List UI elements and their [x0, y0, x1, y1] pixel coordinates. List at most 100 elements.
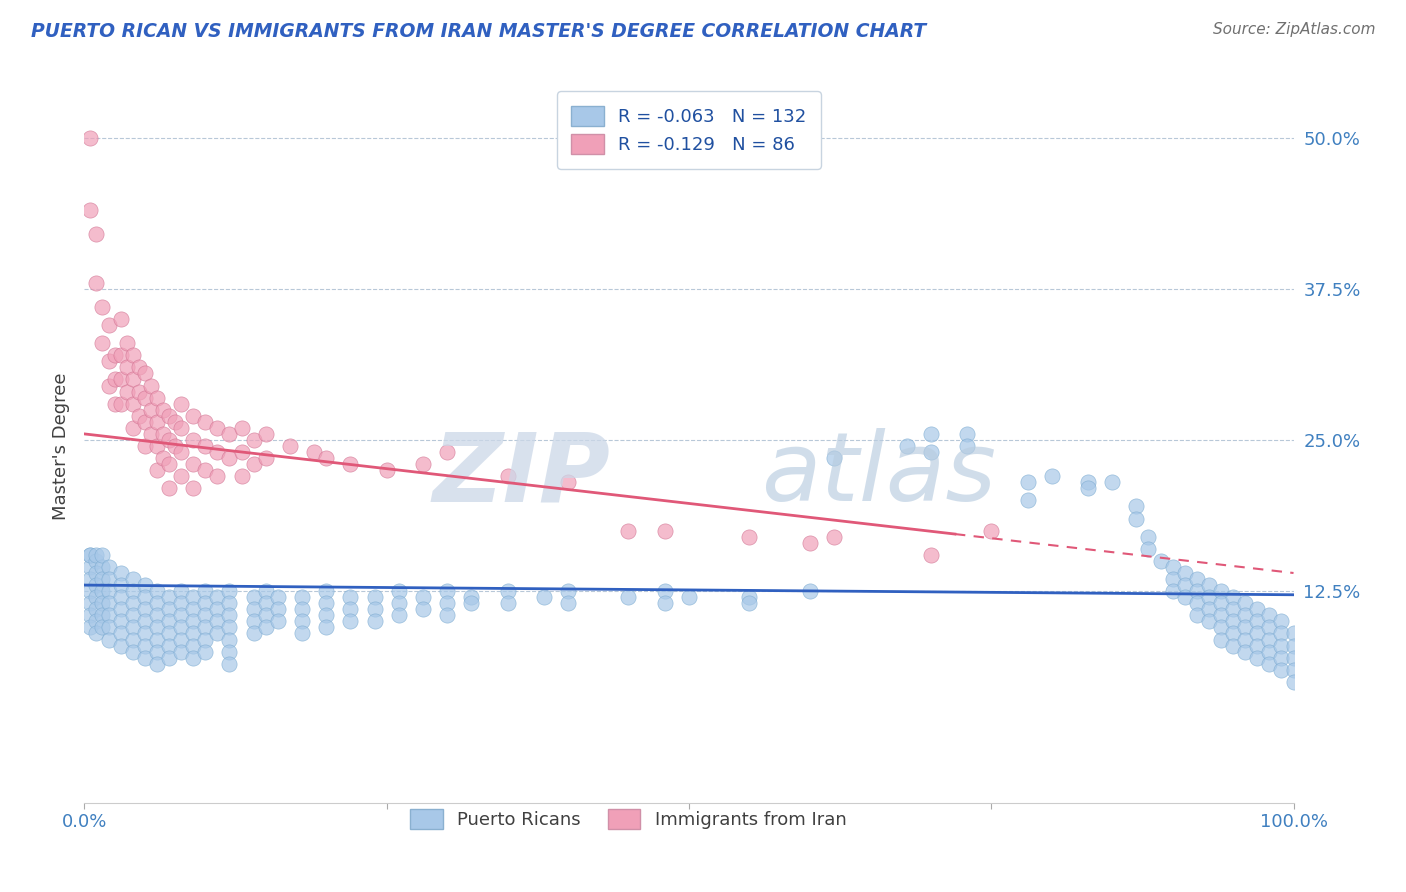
Point	[231, 469, 253, 483]
Point	[146, 415, 169, 429]
Point	[1258, 657, 1281, 671]
Point	[207, 421, 229, 435]
Point	[339, 602, 361, 616]
Point	[110, 566, 132, 580]
Point	[363, 615, 385, 629]
Point	[207, 445, 229, 459]
Point	[146, 620, 169, 634]
Point	[1282, 663, 1305, 677]
Point	[134, 367, 156, 381]
Point	[218, 426, 240, 441]
Point	[1282, 650, 1305, 665]
Point	[896, 439, 918, 453]
Point	[339, 457, 361, 471]
Point	[1198, 615, 1220, 629]
Point	[436, 584, 458, 599]
Point	[121, 620, 143, 634]
Point	[79, 572, 101, 586]
Text: atlas: atlas	[762, 428, 997, 521]
Point	[97, 318, 120, 332]
Point	[1185, 596, 1208, 610]
Point	[1222, 615, 1244, 629]
Point	[181, 639, 204, 653]
Point	[267, 615, 290, 629]
Point	[181, 650, 204, 665]
Point	[104, 348, 127, 362]
Point	[1101, 475, 1123, 490]
Point	[152, 426, 174, 441]
Point	[496, 584, 519, 599]
Point	[86, 554, 108, 568]
Point	[139, 426, 162, 441]
Point	[146, 657, 169, 671]
Point	[1270, 650, 1292, 665]
Point	[956, 426, 979, 441]
Point	[146, 439, 169, 453]
Point	[194, 463, 217, 477]
Point	[315, 451, 337, 466]
Point	[207, 615, 229, 629]
Point	[181, 626, 204, 640]
Point	[1174, 578, 1197, 592]
Point	[194, 415, 217, 429]
Point	[146, 584, 169, 599]
Point	[218, 645, 240, 659]
Point	[1270, 615, 1292, 629]
Point	[1222, 602, 1244, 616]
Point	[104, 372, 127, 386]
Point	[242, 457, 264, 471]
Point	[134, 578, 156, 592]
Point	[207, 590, 229, 604]
Point	[134, 626, 156, 640]
Point	[170, 421, 193, 435]
Point	[254, 426, 277, 441]
Point	[1161, 560, 1184, 574]
Point	[181, 409, 204, 423]
Point	[1137, 530, 1160, 544]
Point	[242, 602, 264, 616]
Point	[1234, 620, 1257, 634]
Point	[91, 336, 114, 351]
Point	[1246, 602, 1268, 616]
Point	[128, 409, 150, 423]
Point	[110, 348, 132, 362]
Point	[363, 590, 385, 604]
Point	[1125, 500, 1147, 514]
Point	[920, 426, 942, 441]
Point	[1017, 493, 1039, 508]
Point	[678, 590, 700, 604]
Point	[79, 608, 101, 623]
Point	[1234, 632, 1257, 647]
Point	[242, 615, 264, 629]
Point	[152, 402, 174, 417]
Point	[1246, 650, 1268, 665]
Point	[146, 608, 169, 623]
Point	[1161, 572, 1184, 586]
Point	[181, 481, 204, 495]
Point	[617, 590, 640, 604]
Point	[97, 572, 120, 586]
Point	[738, 596, 761, 610]
Point	[86, 615, 108, 629]
Point	[254, 596, 277, 610]
Point	[86, 602, 108, 616]
Point	[1137, 541, 1160, 556]
Point	[121, 372, 143, 386]
Point	[1270, 639, 1292, 653]
Point	[121, 348, 143, 362]
Point	[121, 397, 143, 411]
Point	[254, 608, 277, 623]
Point	[115, 384, 138, 399]
Point	[134, 639, 156, 653]
Point	[97, 560, 120, 574]
Point	[157, 481, 180, 495]
Point	[1258, 645, 1281, 659]
Point	[157, 433, 180, 447]
Point	[218, 596, 240, 610]
Point	[1246, 639, 1268, 653]
Point	[91, 560, 114, 574]
Point	[157, 650, 180, 665]
Point	[254, 451, 277, 466]
Point	[920, 548, 942, 562]
Point	[170, 397, 193, 411]
